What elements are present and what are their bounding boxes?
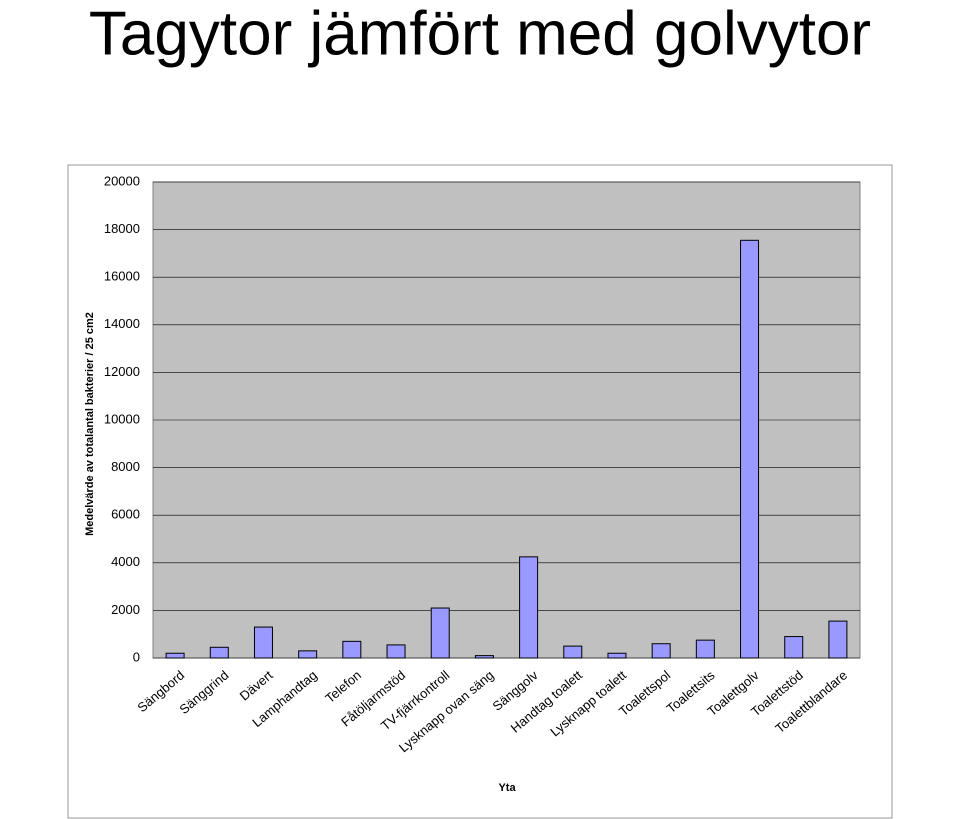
bar	[695, 639, 715, 659]
slide-title: Tagytor jämfört med golvytor	[89, 0, 871, 68]
y-tick-label: 10000	[104, 411, 140, 426]
bar	[165, 652, 185, 659]
bar	[342, 640, 362, 659]
bar	[474, 655, 494, 659]
bar	[298, 650, 318, 659]
bar	[209, 646, 229, 659]
y-tick-label: 8000	[111, 459, 140, 474]
y-tick-label: 14000	[104, 316, 140, 331]
bar	[651, 643, 671, 659]
y-tick-label: 18000	[104, 221, 140, 236]
y-tick-label: 16000	[104, 269, 140, 284]
bar	[519, 556, 539, 659]
bar	[563, 645, 583, 659]
x-axis-title: Yta	[498, 782, 516, 794]
y-tick-label: 12000	[104, 364, 140, 379]
y-tick-label: 6000	[111, 507, 140, 522]
bar	[386, 644, 406, 659]
bar	[828, 620, 848, 659]
bar	[740, 239, 760, 659]
y-tick-label: 0	[133, 649, 140, 664]
bar	[607, 652, 627, 659]
bar	[253, 626, 273, 659]
y-tick-label: 20000	[104, 173, 140, 188]
y-tick-label: 2000	[111, 602, 140, 617]
y-tick-label: 4000	[111, 554, 140, 569]
y-axis-title: Medelvärde av totalantal bakterier / 25 …	[84, 312, 96, 536]
bar	[784, 636, 804, 659]
bar	[430, 607, 450, 659]
